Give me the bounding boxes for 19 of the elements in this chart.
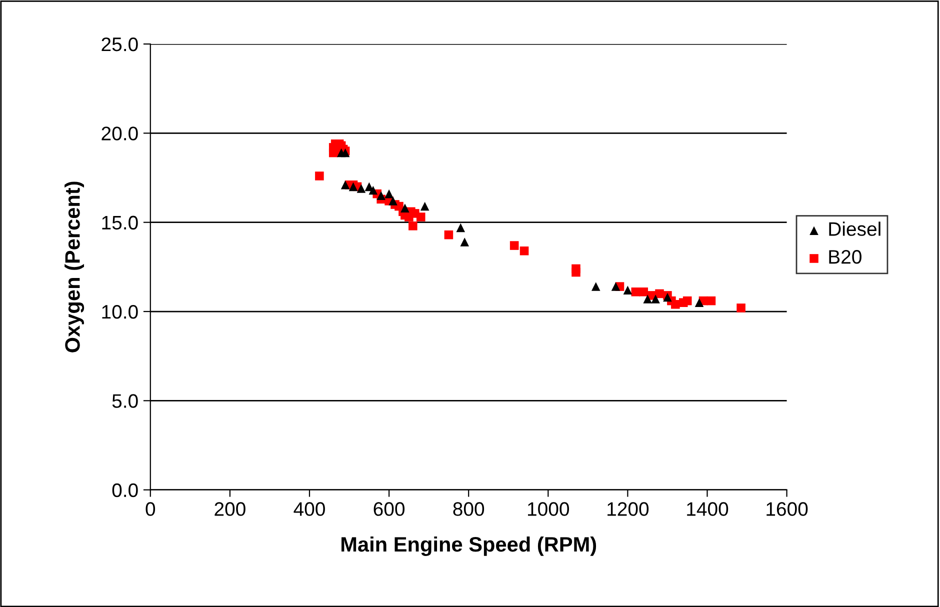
y-tick-label: 25.0 xyxy=(102,37,138,52)
legend-label: B20 xyxy=(829,250,862,264)
y-tick-label: 20.0 xyxy=(102,126,138,140)
x-tick-label: 1400 xyxy=(687,502,728,516)
y-tick-label: 0.0 xyxy=(112,483,138,498)
x-tick-label: 200 xyxy=(214,502,246,516)
x-tick-label: 600 xyxy=(374,502,405,516)
x-tick-label: 400 xyxy=(294,502,325,516)
x-tick-label: 1000 xyxy=(528,502,570,516)
x-tick-label: 800 xyxy=(453,502,484,516)
y-tick-label: 5.0 xyxy=(112,394,138,408)
y-tick-label: 10.0 xyxy=(102,304,138,319)
y-axis-title: Oxygen (Percent) xyxy=(64,182,84,352)
x-tick-label: 0 xyxy=(146,502,156,516)
legend-label: Diesel xyxy=(829,222,880,236)
y-tick-label: 15.0 xyxy=(102,216,138,230)
x-axis-title: Main Engine Speed (RPM) xyxy=(342,536,596,556)
x-tick-label: 1600 xyxy=(766,502,808,516)
x-tick-label: 1200 xyxy=(608,502,649,516)
